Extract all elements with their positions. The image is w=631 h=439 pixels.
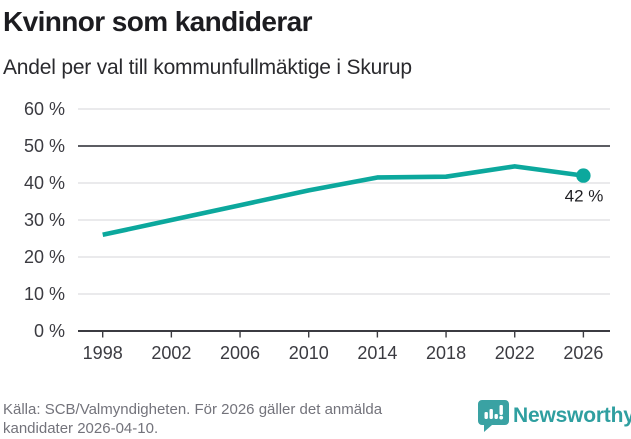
x-tick-label: 2026 (563, 343, 603, 363)
end-point-label: 42 % (565, 187, 604, 206)
source-note: Källa: SCB/Valmyndigheten. För 2026 gäll… (3, 400, 382, 438)
y-tick-label: 40 % (24, 173, 65, 193)
source-line-2: kandidater 2026-04-10. (3, 420, 159, 437)
newsworthy-logo-icon (478, 400, 509, 432)
y-tick-label: 30 % (24, 210, 65, 230)
y-tick-label: 20 % (24, 247, 65, 267)
exclamation-dot (499, 415, 504, 420)
bar-chart-glyph (484, 405, 504, 420)
x-tick-label: 2022 (495, 343, 535, 363)
x-tick-label: 2014 (357, 343, 397, 363)
x-tick-label: 2010 (289, 343, 329, 363)
x-tick-label: 1998 (83, 343, 123, 363)
source-line-1: Källa: SCB/Valmyndigheten. För 2026 gäll… (3, 401, 383, 418)
x-tick-label: 2002 (151, 343, 191, 363)
y-tick-label: 0 % (34, 321, 65, 341)
data-line (102, 164, 584, 238)
y-tick-label: 50 % (24, 136, 65, 156)
speech-bubble-shape (478, 400, 509, 432)
x-tick-label: 2006 (220, 343, 260, 363)
end-point-marker (576, 168, 591, 183)
x-tick-label: 2018 (426, 343, 466, 363)
y-tick-label: 60 % (24, 99, 65, 119)
chart-title: Kvinnor som kandiderar (3, 6, 312, 37)
chart-subtitle: Andel per val till kommunfullmäktige i S… (3, 56, 412, 79)
brand-name: Newsworthy (513, 404, 631, 427)
y-tick-label: 10 % (24, 284, 65, 304)
